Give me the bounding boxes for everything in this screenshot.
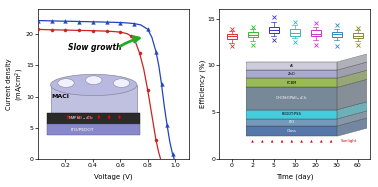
X-axis label: Time (day): Time (day) <box>276 174 314 180</box>
Y-axis label: Current density
(mA/cm$^2$): Current density (mA/cm$^2$) <box>6 58 26 110</box>
Text: Slow growth: Slow growth <box>68 43 122 52</box>
X-axis label: Voltage (V): Voltage (V) <box>94 174 133 180</box>
Y-axis label: Efficiency (%): Efficiency (%) <box>200 60 206 108</box>
